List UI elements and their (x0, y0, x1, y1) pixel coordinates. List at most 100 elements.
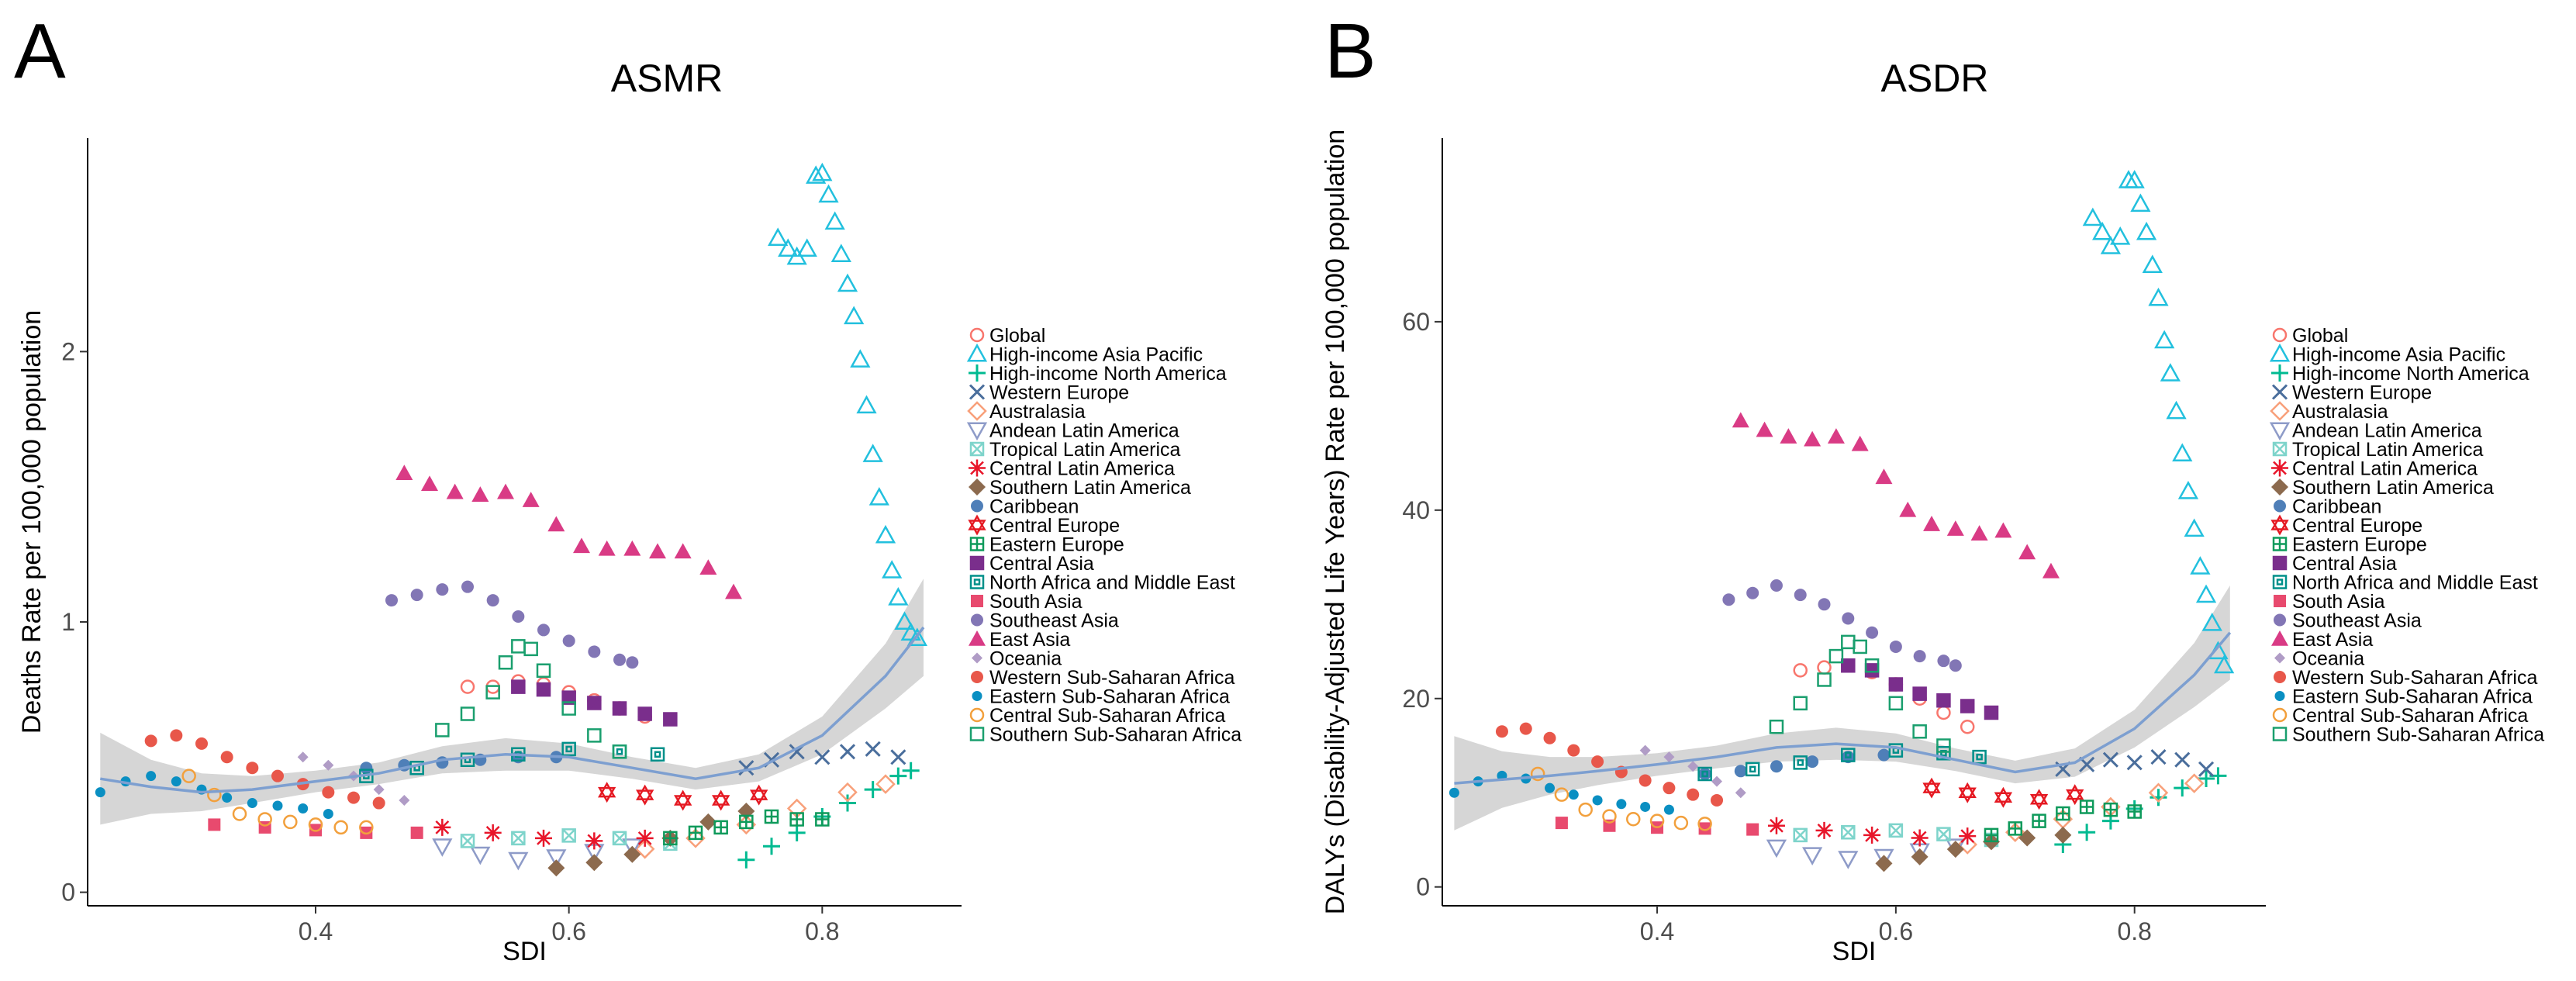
legend-item: High-income Asia Pacific (2269, 343, 2505, 366)
point-eastern-sub-saharan-africa (171, 776, 181, 787)
point-oceania (1639, 744, 1651, 756)
point-western-sub-saharan-africa (1663, 782, 1676, 795)
legend-label: Central Latin America (989, 458, 1175, 480)
point-high-income-asia-pacific (818, 184, 839, 203)
point-eastern-europe (789, 812, 804, 827)
legend-item: East Asia (969, 629, 1070, 651)
point-andean-latin-america (1838, 851, 1859, 869)
point-high-income-asia-pacific (768, 227, 789, 247)
point-central-europe (712, 789, 730, 811)
legend-key-high-income-north-america (969, 364, 986, 382)
asdr-y-tick-label: 40 (1402, 496, 1430, 524)
legend-label: East Asia (2292, 629, 2373, 651)
point-central-europe (2029, 789, 2049, 810)
point-eastern-sub-saharan-africa (1545, 782, 1556, 793)
point-global (1936, 705, 1951, 720)
point-southeast-asia (562, 634, 575, 648)
series-east-asia (395, 465, 742, 599)
point-western-europe (839, 744, 856, 760)
point-eastern-europe (688, 825, 703, 841)
series-north-africa-and-middle-east (359, 741, 665, 783)
point-east-asia (1804, 430, 1822, 447)
legend-item: South Asia (2274, 591, 2385, 613)
point-western-europe (2150, 749, 2167, 765)
point-central-asia (1960, 699, 1975, 713)
point-southeast-asia (512, 610, 525, 623)
point-east-asia (395, 465, 413, 481)
point-high-income-north-america (889, 767, 907, 785)
point-east-asia (2018, 544, 2036, 560)
point-high-income-north-america (763, 838, 780, 855)
point-southeast-asia (1746, 586, 1759, 599)
point-andean-latin-america (546, 849, 567, 868)
legend-key-central-asia (2272, 555, 2288, 571)
point-high-income-asia-pacific (862, 444, 883, 462)
point-central-asia (1841, 658, 1856, 673)
legend-item: Southern Sub-Saharan Africa (969, 724, 1241, 746)
point-oceania (399, 795, 410, 807)
legend-label: Andean Latin America (989, 420, 1179, 442)
legend-item: Central Latin America (969, 458, 1175, 480)
point-north-africa-and-middle-east (1841, 748, 1856, 762)
legend-label: Eastern Sub-Saharan Africa (2292, 686, 2533, 708)
point-high-income-asia-pacific (2142, 254, 2163, 274)
legend-key-east-asia (2271, 630, 2288, 646)
legend-key-western-sub-saharan-africa (2274, 671, 2286, 683)
point-central-sub-saharan-africa (308, 817, 323, 832)
point-australasia (634, 839, 655, 859)
legend-label: Central Europe (2292, 515, 2422, 537)
legend-item: Eastern Sub-Saharan Africa (972, 686, 1230, 708)
legend-item: Central Sub-Saharan Africa (969, 705, 1225, 727)
point-east-asia (1946, 520, 1964, 536)
legend-key-andean-latin-america (966, 422, 988, 441)
point-southeast-asia (486, 594, 499, 607)
point-eastern-europe (2079, 800, 2094, 814)
point-eastern-europe (2127, 804, 2142, 819)
point-eastern-sub-saharan-africa (247, 798, 257, 809)
point-central-sub-saharan-africa (1626, 811, 1641, 827)
point-central-asia (1936, 693, 1951, 708)
point-southern-latin-america (2054, 826, 2072, 844)
point-central-latin-america (535, 829, 552, 847)
point-central-sub-saharan-africa (283, 814, 298, 830)
point-central-europe (750, 784, 768, 806)
legend-item: Southern Sub-Saharan Africa (2272, 724, 2544, 746)
point-global (1793, 663, 1808, 678)
series-east-asia (1732, 412, 2060, 579)
point-southeast-asia (410, 589, 423, 602)
point-central-europe (1994, 786, 2013, 808)
legend-key-oceania (972, 652, 982, 664)
legend-label: Central Sub-Saharan Africa (2292, 705, 2528, 727)
series-western-europe (2055, 749, 2215, 777)
legend-key-eastern-europe (2272, 537, 2288, 551)
legend-key-eastern-europe (969, 537, 985, 551)
legend-label: Western Sub-Saharan Africa (989, 667, 1234, 689)
legend-label: Central Asia (2292, 553, 2397, 575)
point-western-europe (865, 741, 881, 757)
point-eastern-europe (764, 809, 779, 824)
legend-item: High-income North America (969, 363, 1227, 385)
legend-item: Eastern Sub-Saharan Africa (2274, 686, 2533, 708)
legend-label: South Asia (989, 591, 1083, 613)
point-oceania (1711, 775, 1722, 787)
point-high-income-north-america (2174, 779, 2191, 797)
point-western-sub-saharan-africa (372, 796, 385, 810)
point-western-sub-saharan-africa (1495, 725, 1508, 738)
legend-item: Tropical Latin America (969, 439, 1180, 461)
point-central-sub-saharan-africa (1554, 787, 1569, 802)
point-southeast-asia (1949, 659, 1962, 672)
point-southern-sub-saharan-africa (612, 744, 627, 759)
point-eastern-europe (2032, 813, 2046, 828)
point-high-income-north-america (2198, 770, 2215, 788)
legend-item: Tropical Latin America (2272, 439, 2483, 461)
point-central-europe (674, 789, 692, 811)
point-oceania (373, 784, 385, 796)
point-western-europe (2174, 751, 2191, 768)
point-tropical-latin-america (460, 834, 475, 848)
point-high-income-asia-pacific (894, 611, 915, 630)
asmr-smooth-line (100, 626, 925, 794)
asdr-y-tick-label: 20 (1402, 685, 1430, 713)
legend-key-high-income-asia-pacific (966, 343, 988, 362)
point-caribbean (360, 762, 373, 775)
